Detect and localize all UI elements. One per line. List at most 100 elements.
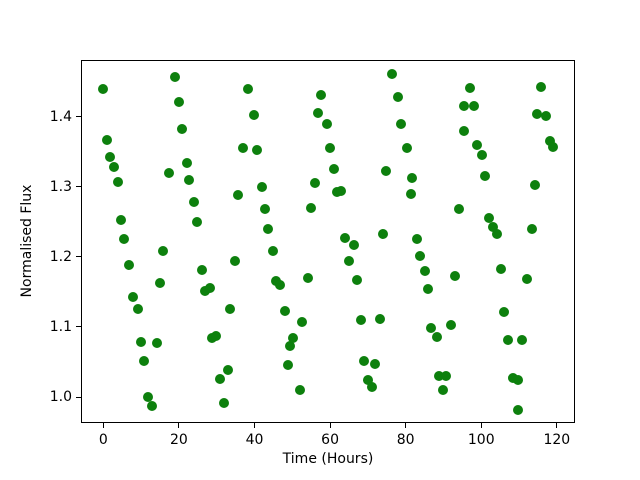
y-tick-label: 1.4 bbox=[49, 108, 72, 125]
data-point bbox=[381, 166, 392, 177]
data-point bbox=[309, 178, 320, 189]
data-point bbox=[453, 204, 464, 215]
data-point bbox=[325, 142, 336, 153]
y-tick-mark bbox=[76, 186, 81, 188]
data-point bbox=[119, 234, 130, 245]
data-point bbox=[163, 167, 174, 178]
data-point bbox=[128, 291, 139, 302]
data-point bbox=[248, 110, 259, 121]
data-point bbox=[259, 204, 270, 215]
data-point bbox=[224, 303, 235, 314]
data-point bbox=[472, 139, 483, 150]
x-tick-mark bbox=[480, 423, 482, 428]
data-point bbox=[476, 149, 487, 160]
data-point bbox=[105, 152, 116, 163]
data-point bbox=[184, 174, 195, 185]
data-point bbox=[176, 123, 187, 134]
data-point bbox=[230, 256, 241, 267]
y-tick-mark bbox=[76, 116, 81, 118]
plot-area bbox=[81, 60, 575, 423]
data-point bbox=[491, 228, 502, 239]
data-point bbox=[458, 100, 469, 111]
data-point bbox=[374, 314, 385, 325]
data-point bbox=[483, 212, 494, 223]
data-point bbox=[415, 251, 426, 262]
data-point bbox=[222, 365, 233, 376]
data-point bbox=[521, 274, 532, 285]
data-point bbox=[465, 83, 476, 94]
data-point bbox=[487, 222, 498, 233]
data-point bbox=[313, 107, 324, 118]
data-point bbox=[263, 223, 274, 234]
data-point bbox=[302, 272, 313, 283]
x-tick-label: 20 bbox=[169, 432, 188, 448]
data-point bbox=[513, 404, 524, 415]
data-point bbox=[297, 317, 308, 328]
data-point bbox=[157, 246, 168, 257]
data-point bbox=[257, 181, 268, 192]
data-point bbox=[285, 340, 295, 351]
data-point bbox=[441, 371, 452, 382]
data-point bbox=[529, 179, 540, 190]
data-point bbox=[219, 397, 230, 408]
y-axis-label: Normalised Flux bbox=[19, 184, 35, 298]
data-point bbox=[173, 97, 184, 108]
data-point bbox=[407, 172, 418, 183]
data-point bbox=[507, 373, 518, 384]
data-point bbox=[238, 143, 249, 154]
data-point bbox=[343, 256, 354, 267]
data-point bbox=[359, 356, 370, 367]
data-point bbox=[251, 144, 262, 155]
data-point bbox=[124, 260, 134, 271]
data-point bbox=[351, 275, 362, 286]
y-tick-label: 1.1 bbox=[49, 318, 72, 335]
data-point bbox=[458, 125, 469, 136]
data-point bbox=[425, 322, 436, 333]
data-point bbox=[204, 283, 215, 294]
y-tick-mark bbox=[76, 396, 81, 398]
data-point bbox=[210, 331, 221, 342]
data-point bbox=[517, 334, 528, 345]
data-point bbox=[438, 385, 449, 396]
y-tick-mark bbox=[76, 326, 81, 328]
x-tick-mark bbox=[405, 423, 407, 428]
data-point bbox=[377, 229, 388, 240]
data-point bbox=[189, 197, 199, 208]
data-point bbox=[275, 279, 286, 290]
data-point bbox=[479, 171, 490, 182]
data-point bbox=[116, 215, 127, 226]
data-point bbox=[283, 359, 294, 370]
data-point bbox=[434, 371, 445, 382]
data-point bbox=[109, 162, 120, 173]
data-point bbox=[545, 135, 556, 146]
data-point bbox=[196, 265, 207, 276]
data-point bbox=[321, 119, 332, 130]
data-point bbox=[169, 71, 180, 82]
data-point bbox=[445, 319, 456, 330]
data-point bbox=[392, 92, 403, 103]
data-point bbox=[548, 141, 559, 152]
data-point bbox=[432, 331, 443, 342]
data-point bbox=[340, 232, 351, 243]
x-tick-mark bbox=[329, 423, 331, 428]
x-tick-mark bbox=[102, 423, 104, 428]
data-point bbox=[540, 111, 551, 122]
data-point bbox=[268, 245, 278, 256]
data-point bbox=[512, 375, 523, 386]
data-point bbox=[279, 305, 290, 316]
data-point bbox=[112, 176, 123, 187]
data-point bbox=[151, 338, 162, 349]
data-point bbox=[154, 277, 165, 288]
data-point bbox=[536, 81, 547, 92]
data-point bbox=[450, 270, 461, 281]
x-tick-label: 100 bbox=[467, 432, 495, 448]
data-point bbox=[396, 118, 407, 129]
data-point bbox=[367, 382, 378, 393]
data-point bbox=[356, 314, 367, 325]
data-point bbox=[402, 143, 413, 154]
data-point bbox=[233, 190, 244, 201]
data-point bbox=[532, 108, 543, 119]
data-point bbox=[526, 223, 537, 234]
data-point bbox=[422, 284, 433, 295]
